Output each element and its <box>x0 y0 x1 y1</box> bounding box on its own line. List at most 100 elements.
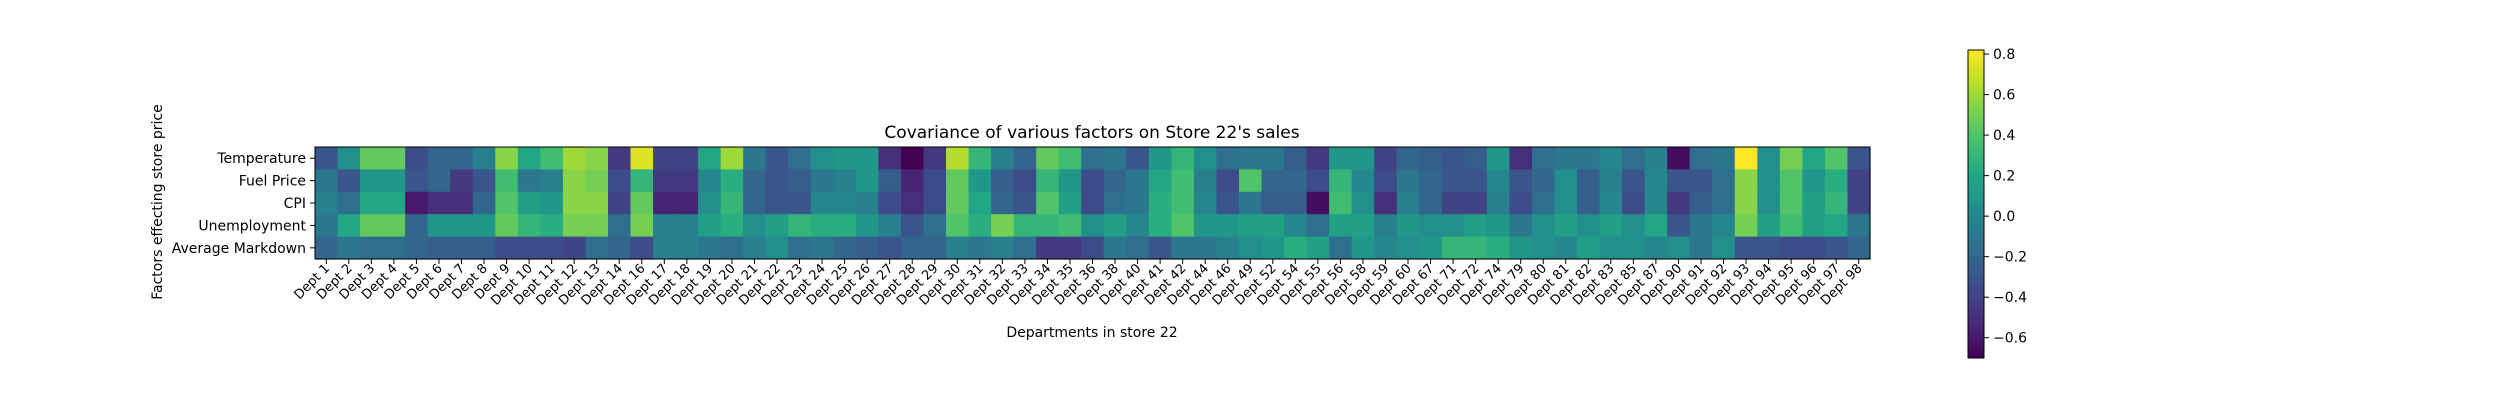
heatmap-cell <box>1486 236 1511 260</box>
heatmap-cell <box>1667 236 1691 260</box>
heatmap-cell <box>1622 214 1646 238</box>
heatmap-cell <box>360 169 384 193</box>
heatmap-cell <box>405 191 429 215</box>
heatmap-cell <box>360 236 384 260</box>
heatmap-cell <box>878 169 902 193</box>
heatmap-cell <box>1577 169 1601 193</box>
heatmap-cell <box>1238 169 1263 193</box>
heatmap-cell <box>1802 147 1826 170</box>
heatmap-cell <box>427 169 451 193</box>
heatmap-cell <box>900 169 925 193</box>
heatmap-cell <box>1216 147 1240 170</box>
heatmap-cell <box>1374 147 1398 170</box>
heatmap-cell <box>585 236 609 260</box>
heatmap-cell <box>427 191 451 215</box>
heatmap-cell <box>1667 191 1691 215</box>
heatmap-cell <box>1261 214 1285 238</box>
heatmap-cell <box>1667 147 1691 170</box>
heatmap-cell <box>810 236 834 260</box>
heatmap-cell <box>1238 236 1263 260</box>
heatmap-cell <box>1238 147 1263 170</box>
heatmap-cell <box>1824 169 1849 193</box>
heatmap-cell <box>1171 214 1195 238</box>
heatmap-cell <box>1396 191 1420 215</box>
heatmap-cell <box>1148 214 1172 238</box>
heatmap-cell <box>540 214 564 238</box>
heatmap-cell <box>1171 147 1195 170</box>
heatmap-cell <box>788 236 812 260</box>
heatmap-cell <box>585 147 609 170</box>
heatmap-cell <box>1779 191 1803 215</box>
colorbar-tick-label: 0.6 <box>1993 88 2015 104</box>
heatmap-cell <box>315 147 339 170</box>
heatmap-cell <box>1531 214 1556 238</box>
heatmap-cell <box>1757 214 1781 238</box>
heatmap-cell <box>315 214 339 238</box>
heatmap-cell <box>1284 191 1308 215</box>
heatmap-cell <box>472 191 496 215</box>
heatmap-cell <box>765 236 789 260</box>
heatmap-cell <box>607 236 632 260</box>
heatmap-cell <box>405 147 429 170</box>
heatmap-cell <box>810 169 834 193</box>
heatmap-cell <box>1351 169 1375 193</box>
heatmap-cell <box>1441 169 1465 193</box>
heatmap-cell <box>900 147 925 170</box>
heatmap-cell <box>427 236 451 260</box>
heatmap-cell <box>1712 236 1736 260</box>
heatmap-cell <box>585 169 609 193</box>
heatmap-cell <box>653 169 677 193</box>
heatmap-cell <box>495 169 519 193</box>
heatmap-cell <box>472 236 496 260</box>
heatmap-cell <box>991 214 1015 238</box>
heatmap-cell <box>607 169 632 193</box>
heatmap-cells <box>315 147 1871 260</box>
heatmap-cell <box>1644 147 1668 170</box>
heatmap-cell <box>1644 236 1668 260</box>
heatmap-cell <box>1779 214 1803 238</box>
heatmap-cell <box>698 214 722 238</box>
heatmap-cell <box>337 191 361 215</box>
heatmap-cell <box>1824 214 1849 238</box>
heatmap-cell <box>1779 169 1803 193</box>
heatmap-cell <box>1757 147 1781 170</box>
heatmap-cell <box>1689 169 1713 193</box>
heatmap-cell <box>562 169 587 193</box>
heatmap-cell <box>1058 214 1082 238</box>
heatmap-cell <box>607 191 632 215</box>
heatmap-cell <box>1622 236 1646 260</box>
heatmap-cell <box>472 147 496 170</box>
heatmap-cell <box>698 236 722 260</box>
heatmap-cell <box>1013 169 1037 193</box>
heatmap-cell <box>968 147 992 170</box>
heatmap-cell <box>1419 169 1443 193</box>
heatmap-cell <box>878 147 902 170</box>
heatmap-cell <box>517 169 541 193</box>
heatmap-cell <box>1058 191 1082 215</box>
heatmap-cell <box>1689 191 1713 215</box>
heatmap-cell <box>1599 191 1623 215</box>
heatmap-cell <box>1847 191 1871 215</box>
heatmap-cell <box>810 214 834 238</box>
heatmap-cell <box>698 169 722 193</box>
heatmap-cell <box>1509 191 1533 215</box>
heatmap-cell <box>1238 214 1263 238</box>
heatmap-cell <box>1554 236 1578 260</box>
heatmap-cell <box>991 169 1015 193</box>
heatmap-cell <box>1396 147 1420 170</box>
heatmap-cell <box>450 191 474 215</box>
heatmap-cell <box>923 147 947 170</box>
heatmap-cell <box>1374 169 1398 193</box>
heatmap-cell <box>1261 191 1285 215</box>
heatmap-cell <box>946 147 970 170</box>
heatmap-cell <box>1374 214 1398 238</box>
heatmap-cell <box>337 147 361 170</box>
heatmap-cell <box>1734 191 1758 215</box>
heatmap-cell <box>1531 191 1556 215</box>
heatmap-cell <box>923 169 947 193</box>
heatmap-cell <box>1036 214 1060 238</box>
heatmap-cell <box>1554 147 1578 170</box>
heatmap-cell <box>1148 236 1172 260</box>
heatmap-cell <box>450 169 474 193</box>
